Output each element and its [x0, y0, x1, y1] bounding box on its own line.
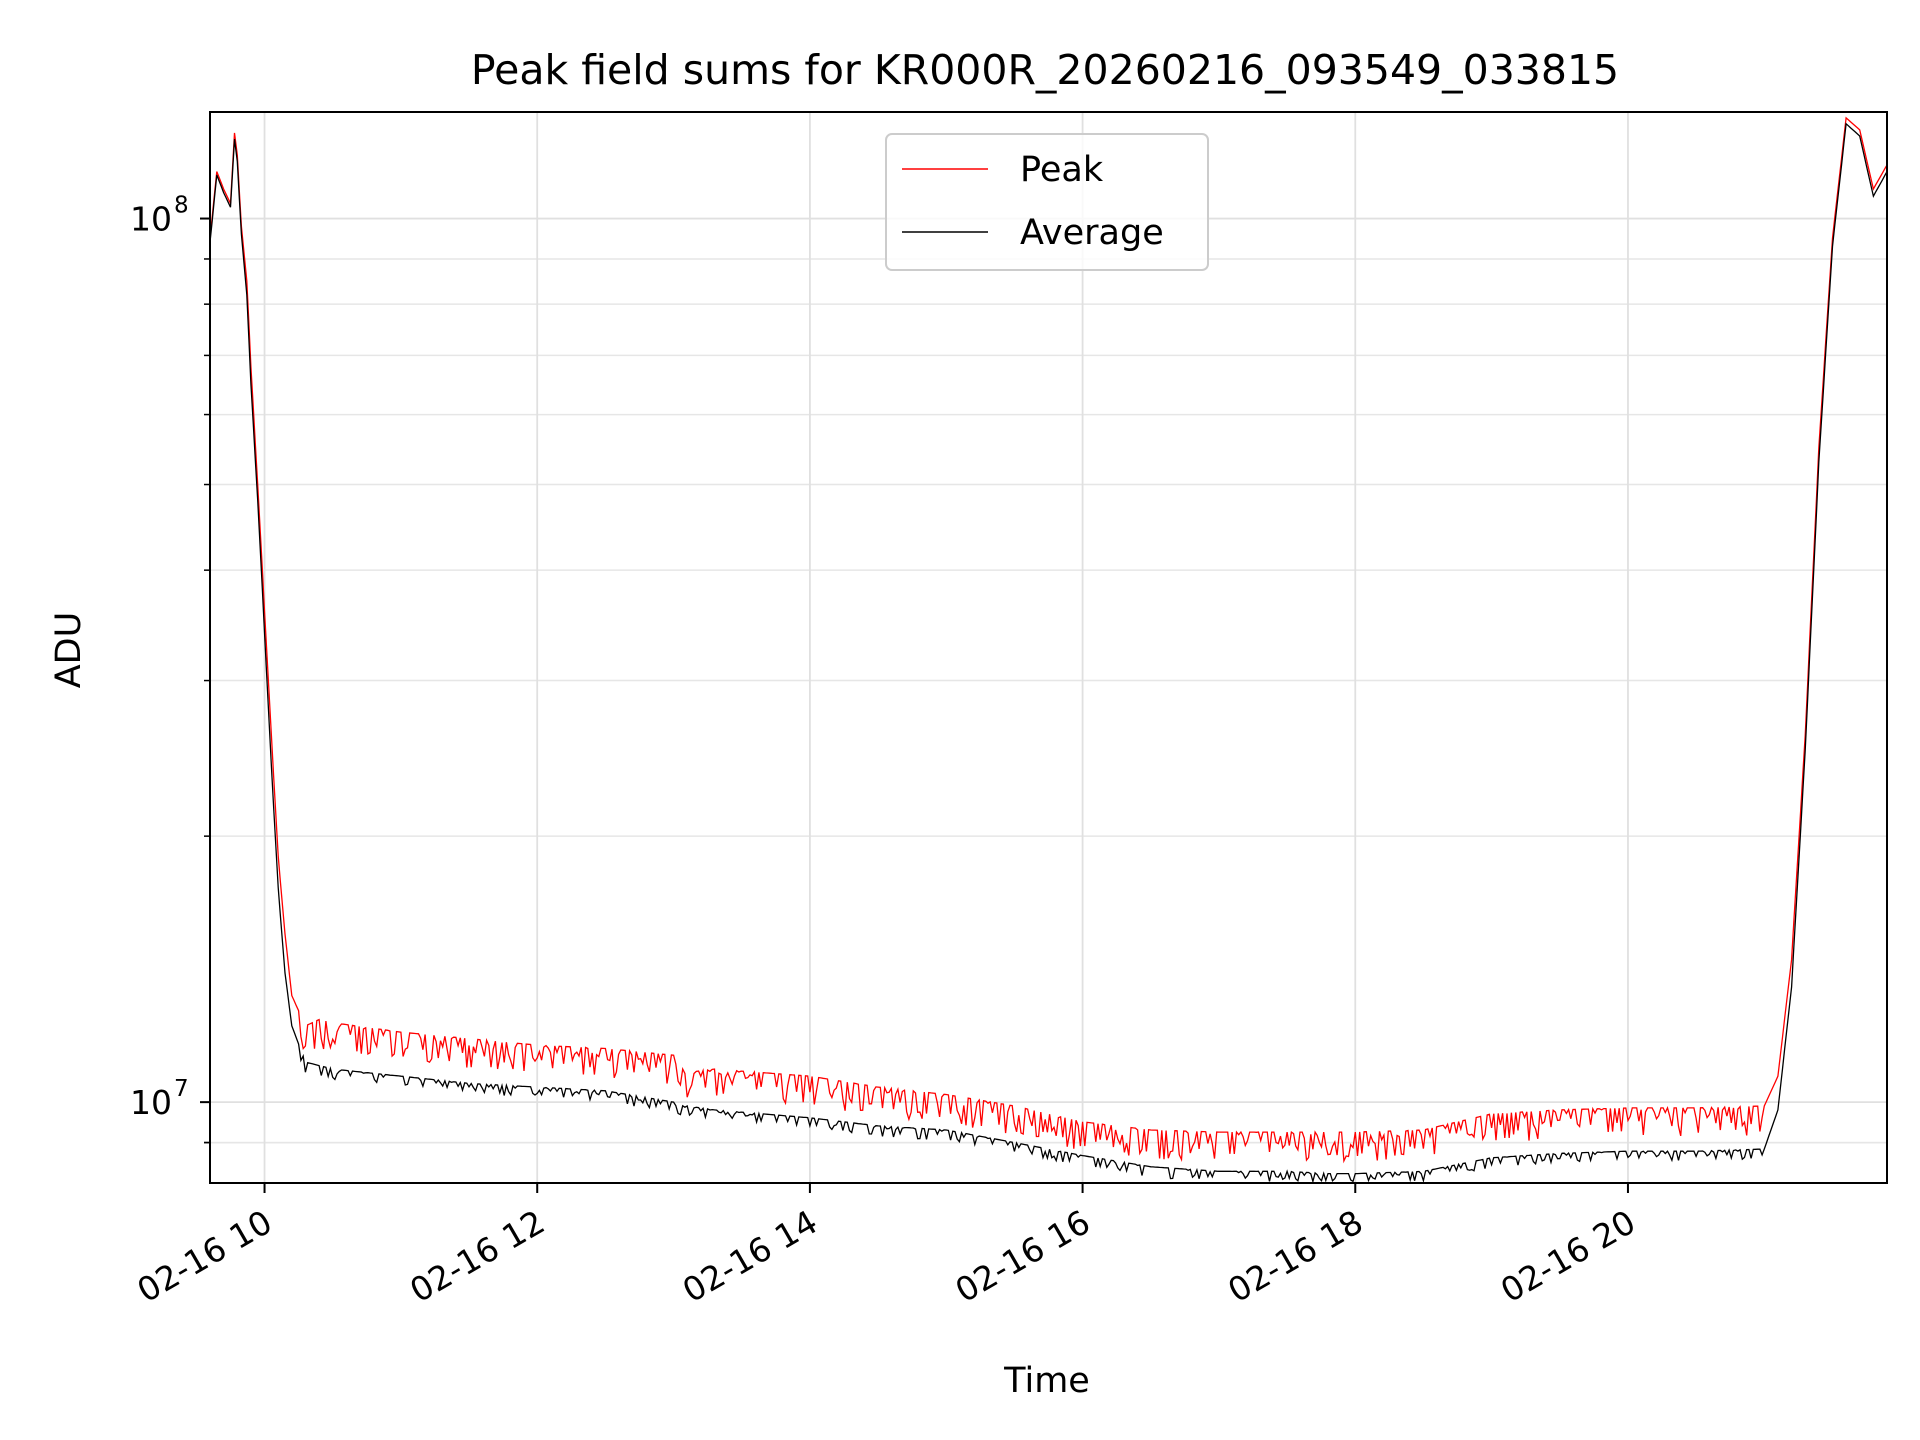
y-axis-label: ADU	[49, 612, 89, 689]
x-tick-label: 02-16 12	[403, 1202, 551, 1310]
y-tick-exponent: 8	[174, 193, 189, 219]
x-axis-label: Time	[1003, 1361, 1090, 1401]
chart-title: Peak field sums for KR000R_20260216_0935…	[471, 46, 1619, 94]
x-tick-label: 02-16 18	[1221, 1202, 1369, 1310]
x-tick-label: 02-16 10	[131, 1202, 279, 1310]
x-axis-ticks: 02-16 10 02-16 12 02-16 14 02-16 16 02-16 18…	[131, 1183, 1642, 1310]
legend-peak-label: Peak	[1020, 150, 1104, 190]
y-axis-minor-ticks	[204, 258, 210, 1144]
y-tick-label: 10	[130, 200, 172, 239]
legend-average-label: Average	[1020, 213, 1164, 253]
horizontal-minor-gridlines	[210, 258, 1887, 1144]
series-average-line	[209, 122, 1888, 1184]
x-tick-label: 02-16 14	[676, 1202, 824, 1310]
x-tick-label: 02-16 16	[949, 1202, 1097, 1310]
legend: Peak Average	[885, 133, 1209, 271]
legend-box	[885, 133, 1209, 271]
y-tick-exponent: 7	[174, 1076, 189, 1102]
y-tick-label: 10	[130, 1083, 172, 1122]
x-tick-label: 02-16 20	[1494, 1202, 1642, 1310]
series-peak-line	[209, 116, 1888, 1164]
vertical-gridlines	[263, 112, 1629, 1183]
plot-area-frame	[209, 111, 1888, 1184]
horizontal-major-gridlines	[210, 217, 1887, 1104]
